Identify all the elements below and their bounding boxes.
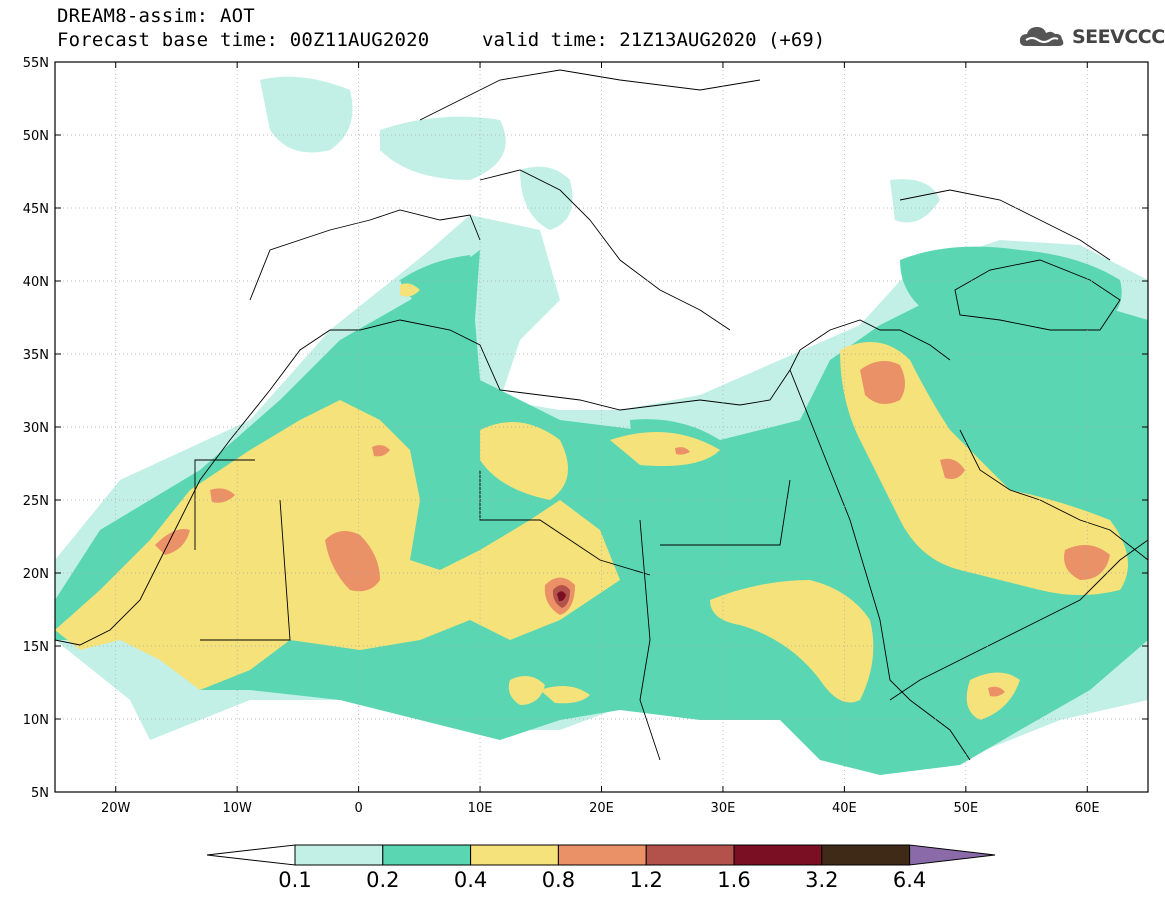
- colorbar-segment: [821, 844, 911, 866]
- logo-text: SEEVCCC: [1072, 26, 1165, 48]
- forecast-base-time: Forecast base time: 00Z11AUG2020: [57, 29, 430, 51]
- cloud-logo-icon: [1019, 27, 1064, 46]
- axis-ticks: [55, 61, 1148, 793]
- colorbar-label: 0.2: [366, 868, 399, 892]
- aot-field: [55, 76, 1148, 775]
- lat-label: 55N: [23, 56, 49, 71]
- lon-label: 40E: [832, 801, 857, 816]
- colorbar-segment: [470, 844, 559, 866]
- colorbar-high-arrow: [909, 844, 996, 866]
- longitude-labels: 20W 10W 0 10E 20E 30E 40E 50E 60E: [101, 801, 1100, 816]
- map-title: DREAM8-assim: AOT: [57, 5, 255, 27]
- lat-label: 10N: [23, 713, 49, 728]
- lat-label: 40N: [23, 275, 49, 290]
- lat-label: 25N: [23, 494, 49, 509]
- lon-label: 60E: [1075, 801, 1100, 816]
- colorbar-label: 0.1: [278, 868, 311, 892]
- colorbar-segment: [294, 844, 384, 866]
- lon-label: 20W: [101, 801, 131, 816]
- lon-label: 20E: [589, 801, 614, 816]
- lat-label: 5N: [31, 786, 49, 801]
- lat-label: 35N: [23, 348, 49, 363]
- colorbar: [206, 844, 996, 866]
- lon-label: 10E: [468, 801, 493, 816]
- colorbar-low-arrow: [206, 844, 296, 866]
- valid-time: valid time: 21Z13AUG2020 (+69): [482, 29, 826, 51]
- colorbar-label: 6.4: [893, 868, 926, 892]
- latitude-labels: 5N 10N 15N 20N 25N 30N 35N 40N 45N 50N 55N: [23, 56, 49, 801]
- lat-label: 45N: [23, 202, 49, 217]
- lon-label: 0: [354, 801, 362, 816]
- colorbar-label: 0.4: [454, 868, 487, 892]
- lon-label: 50E: [953, 801, 978, 816]
- lat-label: 50N: [23, 129, 49, 144]
- colorbar-labels: 0.1 0.2 0.4 0.8 1.2 1.6 3.2 6.4: [278, 868, 926, 892]
- lon-label: 30E: [711, 801, 736, 816]
- colorbar-label: 1.6: [717, 868, 750, 892]
- coastlines: [55, 69, 1148, 761]
- colorbar-segment: [557, 844, 647, 866]
- colorbar-label: 1.2: [629, 868, 662, 892]
- colorbar-segment: [733, 844, 823, 866]
- lat-label: 20N: [23, 567, 49, 582]
- colorbar-segment: [382, 844, 472, 866]
- lat-label: 15N: [23, 640, 49, 655]
- lon-label: 10W: [222, 801, 252, 816]
- colorbar-label: 3.2: [805, 868, 838, 892]
- colorbar-segment: [645, 844, 735, 866]
- gridlines: [55, 62, 1148, 792]
- seevccc-logo: SEEVCCC: [1018, 24, 1165, 50]
- lat-label: 30N: [23, 421, 49, 436]
- colorbar-label: 0.8: [542, 868, 575, 892]
